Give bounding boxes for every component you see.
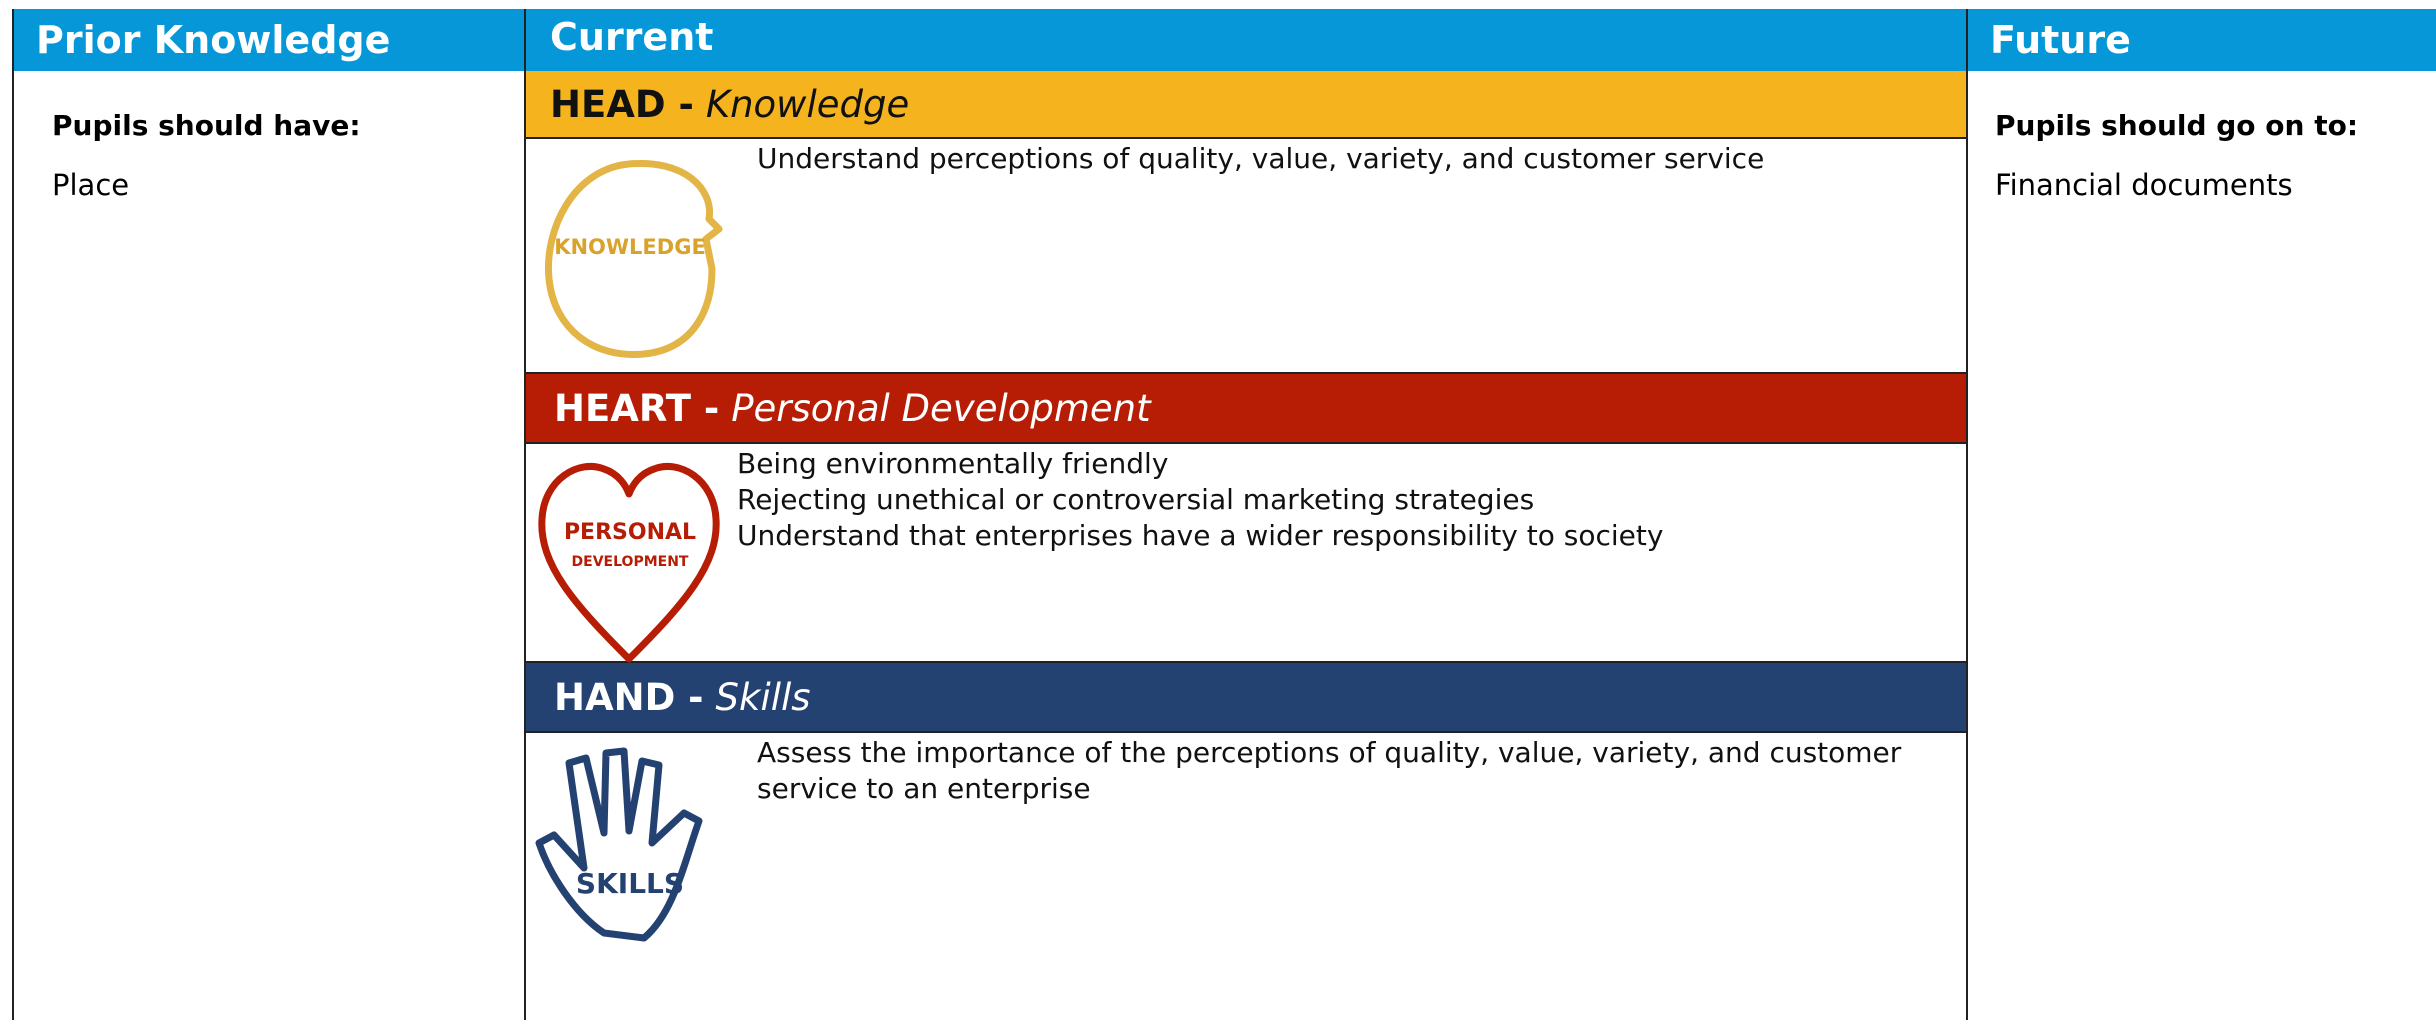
section-subtitle: Personal Development	[731, 386, 1151, 430]
text-line: Understand that enterprises have a wider…	[737, 519, 1664, 552]
section-band: HEAD - Knowledge	[526, 71, 1966, 139]
section-content: SKILLS Assess the importance of the perce…	[526, 733, 1966, 1020]
section-subtitle: Knowledge	[705, 82, 910, 126]
text-line: Understand perceptions of quality, value…	[757, 142, 1765, 175]
section-subtitle: Skills	[715, 675, 811, 719]
future-column: Future Pupils should go on to: Financial…	[1968, 9, 2436, 1020]
section-label: HEAD -	[550, 82, 694, 126]
current-column: Current HEAD - Knowledge KNOWLEDGE Understa…	[524, 9, 1968, 1020]
section-icon: PERSONAL DEVELOPMENT	[538, 462, 720, 663]
column-header: Current	[526, 9, 1966, 71]
prior-column: Prior Knowledge Pupils should have: Plac…	[12, 9, 524, 1020]
item: Financial documents	[1995, 168, 2293, 202]
section-content: PERSONAL DEVELOPMENT Being environmentally…	[526, 444, 1966, 663]
icon-text: DEVELOPMENT	[572, 554, 689, 570]
text-line: Being environmentally friendly	[737, 447, 1169, 480]
icon-outline	[544, 159, 723, 359]
section-text: Assess the importance of the perceptions…	[757, 735, 1926, 807]
icon-outline	[535, 747, 703, 942]
icon-text: SKILLS	[576, 867, 684, 900]
heading: Pupils should have:	[52, 109, 361, 142]
section-band: HAND - Skills	[526, 663, 1966, 733]
text-line: Rejecting unethical or controversial mar…	[737, 483, 1535, 516]
section-icon: SKILLS	[535, 747, 703, 942]
section-content: KNOWLEDGE Understand perceptions of quali…	[526, 139, 1966, 374]
section-label: HAND -	[554, 675, 704, 719]
section-band: HEART - Personal Development	[526, 374, 1966, 444]
heading: Pupils should go on to:	[1995, 109, 2359, 142]
section-label: HEART -	[554, 386, 720, 430]
section-text: Being environmentally friendly Rejecting …	[737, 446, 1926, 554]
icon-text: PERSONAL	[564, 520, 696, 545]
item: Place	[52, 168, 130, 202]
text-line: Assess the importance of the perceptions…	[757, 736, 1902, 805]
column-header: Future	[1968, 9, 2436, 71]
column-header: Prior Knowledge	[14, 9, 524, 71]
section-icon: KNOWLEDGE	[544, 159, 723, 359]
icon-text: KNOWLEDGE	[554, 235, 706, 259]
icon-outline	[538, 462, 720, 663]
section-text: Understand perceptions of quality, value…	[757, 141, 1926, 177]
